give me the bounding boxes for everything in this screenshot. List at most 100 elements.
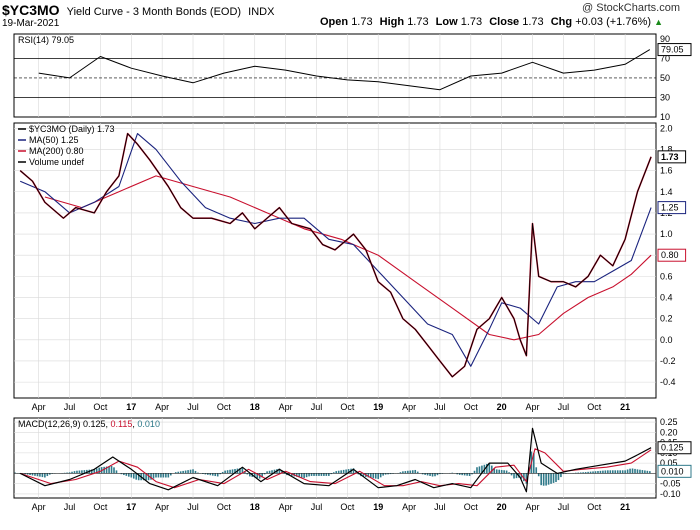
- macd-histogram-bar: [500, 469, 503, 474]
- macd-histogram-bar: [155, 473, 157, 478]
- price-ytick-label: 2.0: [660, 123, 673, 133]
- price-xtick-label: Apr: [402, 402, 416, 412]
- macd-histogram-bar: [244, 471, 246, 474]
- macd-histogram-bar: [328, 473, 330, 476]
- macd-xtick-label: Apr: [32, 502, 46, 512]
- macd-histogram-bar: [367, 473, 370, 478]
- macd-histogram-bar: [14, 472, 17, 474]
- price-xtick-label: Apr: [279, 402, 293, 412]
- macd-histogram-bar: [634, 468, 636, 474]
- macd-histogram-bar: [31, 473, 34, 476]
- macd-histogram-bar: [488, 463, 491, 474]
- macd-histogram-bar: [451, 472, 454, 474]
- macd-histogram-bar: [295, 473, 298, 477]
- macd-histogram-bar: [39, 473, 41, 477]
- macd-histogram-bar: [382, 473, 384, 476]
- macd-histogram-bar: [374, 473, 377, 479]
- low-value: 1.73: [460, 16, 483, 28]
- open-value: 1.73: [351, 16, 373, 28]
- macd-histogram-bar: [241, 467, 244, 474]
- macd-histogram-bar: [555, 473, 557, 483]
- macd-histogram-bar: [636, 469, 639, 474]
- price-ytick-label: 1.8: [660, 144, 673, 154]
- macd-histogram-bar: [421, 473, 424, 475]
- price-ytick-label: 1.4: [660, 187, 673, 197]
- macd-histogram-bar: [407, 470, 409, 474]
- macd-histogram-bar: [323, 473, 325, 476]
- macd-histogram-bar: [520, 473, 523, 479]
- price-xtick-label: Oct: [217, 402, 232, 412]
- price-xtick-label: Jul: [187, 402, 199, 412]
- macd-histogram-bar: [362, 473, 365, 477]
- macd-histogram-bar: [404, 471, 407, 474]
- macd-histogram-bar: [584, 472, 587, 474]
- macd-histogram-bar: [562, 473, 565, 475]
- macd-histogram-bar: [36, 473, 39, 477]
- rsi-ytick-label: 10: [660, 112, 670, 122]
- macd-histogram-bar: [71, 471, 73, 474]
- rsi-line: [38, 49, 651, 91]
- macd-histogram-bar: [498, 469, 501, 474]
- macd-histogram-bar: [298, 473, 300, 478]
- macd-signal-line: [20, 448, 652, 489]
- price-xtick-label: 21: [620, 402, 630, 412]
- macd-histogram-bar: [523, 473, 525, 482]
- macd-histogram-bar: [132, 473, 135, 479]
- macd-histogram-bar: [211, 473, 214, 476]
- macd-histogram-bar: [335, 471, 338, 474]
- macd-histogram-bar: [607, 470, 609, 474]
- rsi-frame: [13, 33, 657, 118]
- macd-histogram-bar: [253, 473, 256, 478]
- price-xtick-label: Apr: [526, 402, 540, 412]
- rsi-last-value-box: [657, 43, 692, 57]
- macd-histogram-bar: [192, 469, 194, 474]
- price-xtick-label: 19: [373, 402, 383, 412]
- macd-histogram-bar: [120, 473, 123, 475]
- price-last-value: 1.73: [661, 152, 679, 162]
- price-xtick-label: 18: [250, 402, 260, 412]
- macd-histogram-bar: [226, 470, 229, 474]
- macd-histogram-bar: [90, 469, 93, 474]
- symbol-label: $YC3MO: [2, 2, 60, 18]
- macd-xtick-label: Apr: [279, 502, 293, 512]
- macd-histogram-bar: [540, 473, 542, 486]
- price-ytick-label: -0.4: [660, 377, 676, 387]
- macd-xtick-label: 19: [373, 502, 383, 512]
- price-ytick-label: 0.6: [660, 271, 673, 281]
- macd-histogram-bar: [305, 473, 308, 478]
- macd-histogram-bar: [649, 471, 651, 474]
- macd-histogram-bar: [330, 473, 333, 475]
- macd-histogram-bar: [641, 470, 644, 474]
- macd-histogram-bar: [458, 473, 461, 475]
- macd-histogram-bar: [597, 471, 599, 474]
- macd-histogram-bar: [461, 473, 463, 476]
- macd-histogram-bar: [234, 468, 236, 474]
- macd-histogram-bar: [416, 471, 419, 474]
- price-xtick-label: 20: [497, 402, 507, 412]
- legend-entry: MA(50) 1.25: [29, 135, 79, 145]
- up-arrow-icon: ▲: [654, 17, 664, 27]
- macd-ytick-label: 0.25: [660, 417, 678, 427]
- price-frame: [13, 122, 657, 399]
- price-xtick-label: Apr: [155, 402, 169, 412]
- macd-xtick-label: Oct: [217, 502, 232, 512]
- macd-histogram-bar: [123, 473, 125, 476]
- macd-histogram-bar: [147, 473, 150, 481]
- macd-histogram-bar: [325, 473, 328, 476]
- macd-histogram-bar: [644, 470, 646, 474]
- macd-histogram-bar: [352, 468, 355, 474]
- macd-histogram-bar: [266, 471, 268, 474]
- macd-histogram-bar: [495, 469, 498, 474]
- macd-histogram-bar: [29, 473, 31, 476]
- macd-histogram-bar: [621, 470, 624, 474]
- macd-histogram-bar: [486, 463, 488, 474]
- macd-histogram-bar: [582, 472, 584, 474]
- price-ytick-label: 0.4: [660, 293, 673, 303]
- macd-histogram-bar: [24, 473, 26, 475]
- rsi-ytick-label: 30: [660, 92, 670, 102]
- chart-header: $YC3MO Yield Curve - 3 Month Bonds (EOD)…: [2, 2, 274, 18]
- macd-histogram-bar: [463, 473, 466, 476]
- macd-title-part: ,: [132, 419, 137, 429]
- histogram-last-value-box: [657, 464, 692, 478]
